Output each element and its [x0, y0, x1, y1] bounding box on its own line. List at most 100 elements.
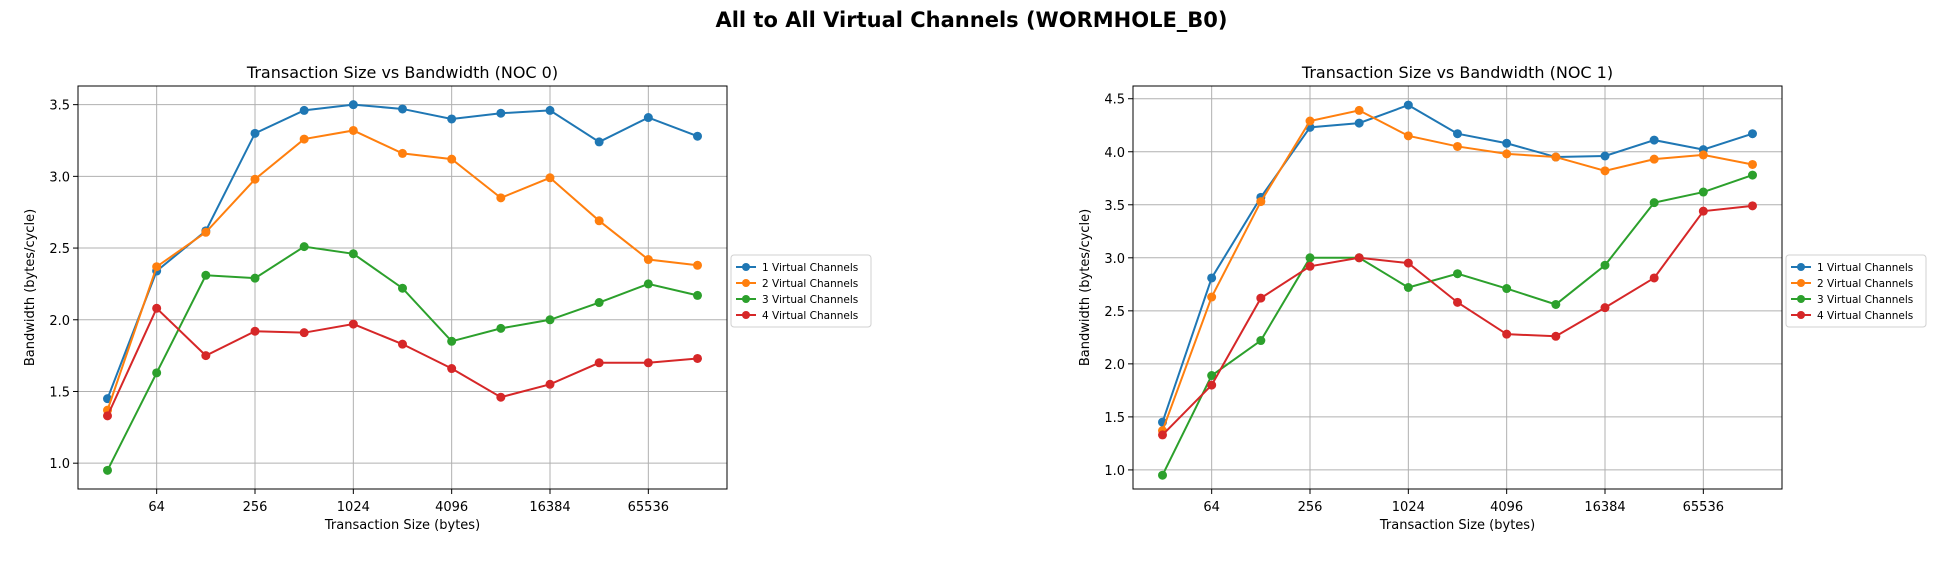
- data-point: [545, 105, 555, 115]
- data-point: [201, 351, 211, 361]
- legend-marker: [1797, 311, 1805, 319]
- x-tick-label: 4096: [435, 500, 468, 515]
- x-tick-label: 65536: [1683, 500, 1724, 515]
- data-point: [1649, 273, 1659, 283]
- data-point: [152, 303, 162, 313]
- data-point: [1502, 149, 1512, 159]
- y-tick-label: 2.0: [49, 314, 70, 329]
- data-point: [1748, 201, 1757, 211]
- legend-marker: [742, 263, 750, 271]
- data-point: [594, 298, 604, 308]
- data-point: [348, 319, 358, 329]
- data-point: [398, 148, 407, 158]
- data-point: [447, 336, 457, 346]
- data-point: [643, 358, 653, 368]
- data-point: [1403, 283, 1413, 292]
- data-point: [250, 174, 260, 184]
- data-point: [1453, 141, 1462, 151]
- data-point: [594, 358, 604, 368]
- legend: 1 Virtual Channels 2 Virtual Channels 3 Vi…: [1785, 254, 1927, 328]
- data-point: [1698, 150, 1708, 160]
- x-tick-label: 1024: [337, 500, 370, 515]
- y-tick-label: 1.0: [49, 457, 70, 472]
- x-tick-label: 16384: [529, 500, 570, 515]
- data-point: [643, 255, 653, 265]
- data-point: [398, 283, 407, 293]
- y-axis-label: Bandwidth (bytes/cycle): [1078, 209, 1093, 366]
- data-point: [1551, 331, 1561, 341]
- plot-frame: [1132, 85, 1783, 490]
- data-point: [496, 323, 506, 333]
- data-point: [1305, 253, 1315, 263]
- legend-marker: [1797, 295, 1805, 303]
- data-point: [1305, 261, 1315, 271]
- data-point: [299, 242, 309, 252]
- data-point: [152, 368, 162, 378]
- y-tick-label: 2.5: [1104, 305, 1125, 320]
- data-point: [1551, 299, 1561, 309]
- data-point: [348, 125, 358, 135]
- data-point: [447, 154, 457, 164]
- data-point: [250, 326, 260, 336]
- x-axis-label: Transaction Size (bytes): [324, 518, 480, 533]
- data-point: [1600, 166, 1610, 176]
- data-point: [103, 465, 112, 475]
- legend-box: [1785, 254, 1927, 328]
- series-line: [1161, 204, 1753, 436]
- legend-label: 2 Virtual Channels: [1817, 278, 1913, 290]
- data-point: [1453, 269, 1462, 279]
- data-point: [1502, 138, 1512, 148]
- legend-label: 4 Virtual Channels: [762, 310, 858, 322]
- data-point: [447, 364, 457, 374]
- data-point: [496, 108, 506, 118]
- data-point: [348, 249, 358, 259]
- data-point: [693, 260, 702, 270]
- data-point: [1207, 292, 1217, 302]
- data-point: [201, 227, 211, 237]
- legend-label: 1 Virtual Channels: [762, 262, 858, 274]
- data-point: [1698, 187, 1708, 197]
- data-point: [1748, 170, 1757, 180]
- x-tick-label: 1024: [1392, 500, 1425, 515]
- data-point: [1600, 260, 1610, 270]
- x-axis-label: Transaction Size (bytes): [1379, 518, 1535, 533]
- data-point: [643, 113, 653, 123]
- data-point: [1502, 284, 1512, 294]
- legend: 1 Virtual Channels 2 Virtual Channels 3 Vi…: [730, 254, 872, 328]
- data-point: [1600, 151, 1610, 161]
- y-tick-label: 4.5: [1104, 93, 1125, 108]
- chart-title: Transaction Size vs Bandwidth (NOC 1): [1301, 63, 1613, 82]
- y-tick-label: 1.5: [1104, 411, 1125, 426]
- data-point: [545, 173, 555, 183]
- y-tick-label: 3.0: [49, 170, 70, 185]
- data-point: [693, 290, 702, 300]
- data-point: [693, 353, 702, 363]
- legend-marker: [742, 295, 750, 303]
- y-tick-label: 2.0: [1104, 358, 1125, 373]
- legend-box: [730, 254, 872, 328]
- data-point: [693, 131, 702, 141]
- data-point: [1256, 336, 1266, 346]
- x-tick-label: 256: [1298, 500, 1323, 515]
- data-point: [1354, 253, 1364, 263]
- data-point: [1502, 329, 1512, 339]
- data-point: [643, 279, 653, 289]
- data-point: [103, 411, 112, 421]
- data-point: [1158, 470, 1167, 480]
- data-point: [1600, 303, 1610, 313]
- y-tick-label: 4.0: [1104, 146, 1125, 161]
- data-point: [1158, 430, 1167, 440]
- data-point: [250, 128, 260, 138]
- data-point: [545, 379, 555, 389]
- data-point: [1649, 198, 1659, 208]
- legend-marker: [1797, 279, 1805, 287]
- data-point: [447, 114, 457, 124]
- legend-marker: [742, 279, 750, 287]
- y-tick-label: 1.5: [49, 385, 70, 400]
- legend-label: 3 Virtual Channels: [762, 294, 858, 306]
- data-point: [348, 100, 358, 110]
- data-point: [1256, 293, 1266, 303]
- data-point: [152, 262, 162, 272]
- x-tick-label: 4096: [1490, 500, 1523, 515]
- legend-label: 3 Virtual Channels: [1817, 294, 1913, 306]
